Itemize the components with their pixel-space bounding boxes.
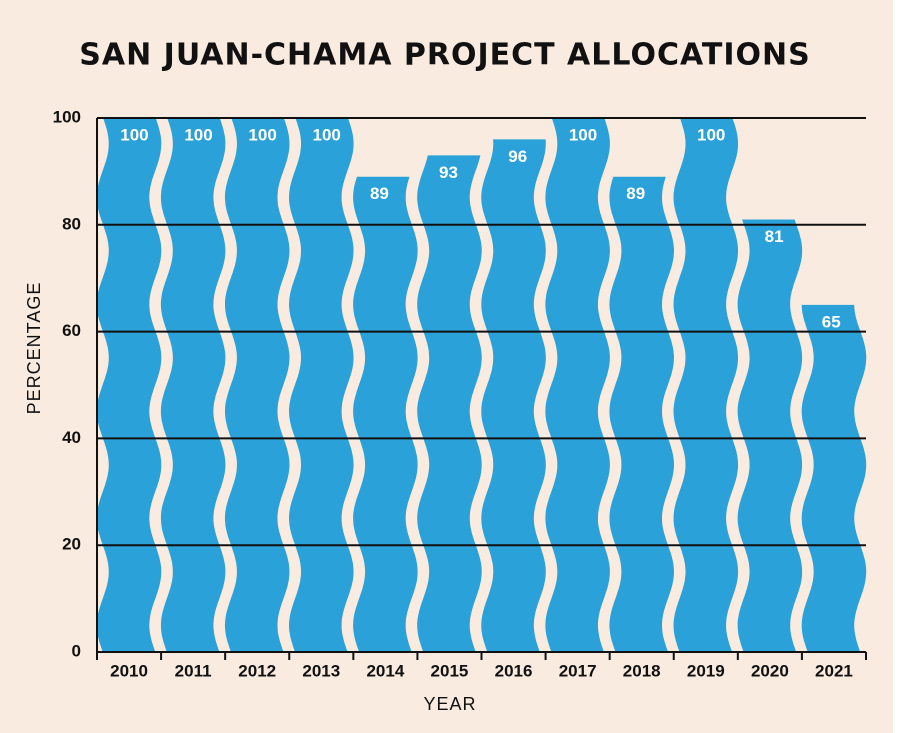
value-label: 100 [120,125,148,144]
x-tick-label: 2013 [302,661,340,680]
y-tick-label: 80 [62,214,81,233]
x-tick-label: 2018 [623,661,661,680]
value-label: 89 [370,184,389,203]
bar [353,176,418,652]
y-tick-label: 60 [62,321,81,340]
bar [673,118,739,652]
x-tick-label: 2015 [431,661,469,680]
value-label: 100 [248,125,276,144]
x-tick-label: 2011 [175,661,212,680]
value-label: 89 [626,184,645,203]
x-tick-label: 2021 [815,661,853,680]
bar [481,139,546,653]
y-tick-label: 20 [62,535,81,554]
value-label: 81 [765,227,784,246]
value-label: 100 [184,125,212,144]
x-tick-label: 2010 [110,661,148,680]
bar [801,304,867,652]
value-label: 65 [822,312,841,331]
bar [160,118,226,652]
bar [609,176,674,652]
y-tick-label: 0 [72,641,81,660]
bar [417,155,482,652]
value-label: 96 [508,147,527,166]
x-tick-label: 2016 [495,661,533,680]
y-tick-label: 40 [62,428,81,447]
bar [289,118,354,652]
x-tick-label: 2017 [559,661,597,680]
x-tick-label: 2012 [238,661,276,680]
chart-title: SAN JUAN-CHAMA PROJECT ALLOCATIONS [79,38,810,73]
bar [96,118,162,652]
value-label: 100 [697,125,725,144]
value-label: 100 [312,125,340,144]
x-tick-label: 2019 [687,661,725,680]
x-tick-label: 2014 [366,661,404,680]
bar [545,118,610,652]
x-axis-label: YEAR [423,694,476,714]
bar [737,219,803,652]
value-label: 93 [439,163,458,182]
bar [224,118,290,652]
value-label: 100 [569,125,597,144]
y-axis-label: PERCENTAGE [24,282,44,415]
x-tick-label: 2020 [751,661,789,680]
y-tick-label: 100 [53,107,81,126]
